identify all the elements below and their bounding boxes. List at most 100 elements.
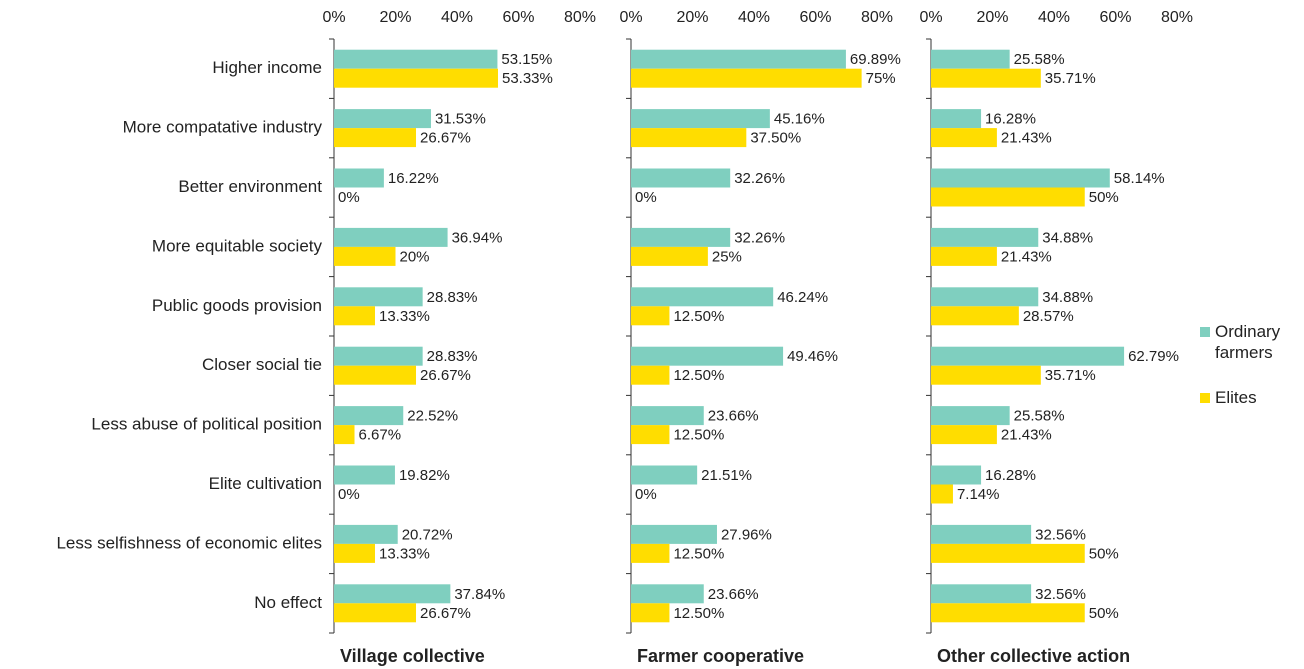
bar [334,406,404,426]
value-label: 16.22% [388,170,439,187]
bar [931,524,1032,544]
bar [631,346,784,366]
bar [631,227,731,247]
bar [631,465,698,485]
x-tick-label: 80% [1161,9,1193,26]
value-label: 6.67% [359,427,402,444]
value-label: 0% [635,486,657,503]
value-label: 50% [1089,545,1119,562]
value-label: 26.67% [420,367,471,384]
bar [631,543,670,563]
value-label: 21.43% [1001,130,1052,147]
x-tick-label: 0% [619,9,642,26]
value-label: 19.82% [399,467,450,484]
bar [931,246,997,266]
bar [334,306,375,326]
value-label: 12.50% [673,367,724,384]
bar [931,227,1039,247]
value-label: 22.52% [407,408,458,425]
value-label: 16.28% [985,467,1036,484]
bar [631,49,846,69]
bar [931,68,1041,88]
x-tick-label: 60% [502,9,534,26]
value-label: 25.58% [1014,408,1065,425]
bar [334,168,384,188]
value-label: 28.57% [1023,308,1074,325]
value-label: 13.33% [379,545,430,562]
bar [931,128,997,148]
value-label: 45.16% [774,111,825,128]
value-label: 32.56% [1035,526,1086,543]
bar [631,287,774,307]
value-label: 23.66% [708,408,759,425]
value-label: 53.33% [502,70,553,87]
value-label: 12.50% [673,545,724,562]
legend-swatch [1200,393,1210,403]
bar [931,406,1010,426]
value-label: 32.26% [734,229,785,246]
category-label: Closer social tie [202,355,322,374]
value-label: 32.26% [734,170,785,187]
x-tick-label: 0% [322,9,345,26]
bar [931,365,1041,385]
bar [631,425,670,445]
bar [631,109,770,129]
value-label: 12.50% [673,308,724,325]
value-label: 31.53% [435,111,486,128]
x-tick-label: 80% [564,9,596,26]
bar [334,227,448,247]
bar [931,543,1085,563]
value-label: 21.43% [1001,248,1052,265]
bar [931,465,982,485]
bar [931,287,1039,307]
value-label: 0% [635,189,657,206]
category-label: More compatative industry [123,118,323,137]
bar [931,109,982,129]
bar [631,365,670,385]
bar [631,246,708,266]
bar [631,524,717,544]
value-label: 69.89% [850,51,901,68]
value-label: 62.79% [1128,348,1179,365]
x-tick-label: 40% [738,9,770,26]
value-label: 26.67% [420,605,471,622]
bar [931,168,1110,188]
panel-title: Village collective [340,646,485,666]
bar [334,365,417,385]
value-label: 0% [338,189,360,206]
bar [931,603,1085,623]
bar [631,306,670,326]
value-label: 23.66% [708,586,759,603]
bar [631,584,704,604]
category-label: Less abuse of political position [91,415,322,434]
bar [334,128,417,148]
legend-swatch [1200,327,1210,337]
value-label: 20.72% [402,526,453,543]
value-label: 21.51% [701,467,752,484]
value-label: 25.58% [1014,51,1065,68]
value-label: 7.14% [957,486,1000,503]
value-label: 16.28% [985,111,1036,128]
panel-title: Other collective action [937,646,1130,666]
x-tick-label: 60% [1099,9,1131,26]
bar [334,524,398,544]
bar [631,168,731,188]
value-label: 25% [712,248,742,265]
value-label: 12.50% [673,427,724,444]
value-label: 28.83% [427,348,478,365]
bar [334,109,431,129]
x-tick-label: 20% [379,9,411,26]
x-tick-label: 20% [676,9,708,26]
panel-title: Farmer cooperative [637,646,804,666]
value-label: 35.71% [1045,367,1096,384]
x-tick-label: 40% [1038,9,1070,26]
x-tick-label: 60% [799,9,831,26]
value-label: 13.33% [379,308,430,325]
value-label: 36.94% [452,229,503,246]
category-label: Better environment [178,177,322,196]
bar [931,49,1010,69]
x-tick-label: 20% [976,9,1008,26]
value-label: 46.24% [777,289,828,306]
value-label: 34.88% [1042,229,1093,246]
